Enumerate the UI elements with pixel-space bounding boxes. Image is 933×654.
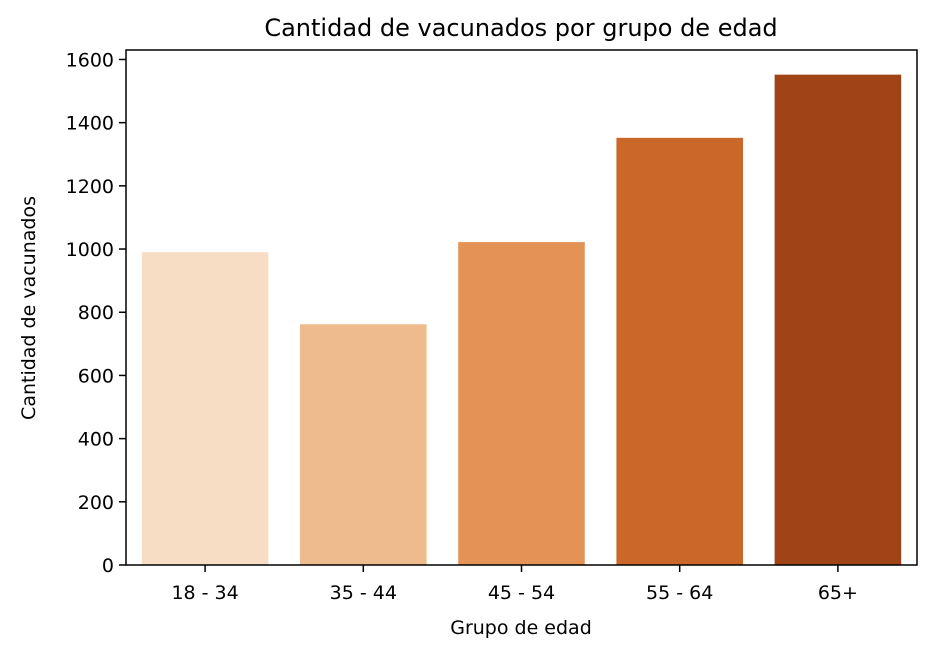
- y-axis: 0 200 400 600 800 1000 1200 1400 1600: [66, 49, 126, 577]
- bar-3: [616, 137, 743, 565]
- x-tick-label: 55 - 64: [646, 582, 713, 604]
- x-tick-label: 45 - 54: [488, 582, 555, 604]
- y-tick-label: 1200: [66, 176, 114, 198]
- y-axis-label: Cantidad de vacunados: [18, 196, 40, 420]
- y-tick-label: 1600: [66, 49, 114, 71]
- x-tick-label: 35 - 44: [330, 582, 397, 604]
- bar-2: [458, 242, 585, 565]
- x-axis: 18 - 34 35 - 44 45 - 54 55 - 64 65+: [171, 565, 858, 604]
- y-tick-label: 600: [78, 365, 114, 387]
- x-tick-label: 65+: [818, 582, 858, 604]
- bars-group: [141, 74, 902, 565]
- bar-4: [774, 74, 902, 565]
- x-tick-label: 18 - 34: [171, 582, 238, 604]
- bar-1: [300, 324, 427, 565]
- x-axis-label: Grupo de edad: [450, 617, 592, 639]
- y-tick-label: 1000: [66, 239, 114, 261]
- y-tick-label: 200: [78, 492, 114, 514]
- chart-title: Cantidad de vacunados por grupo de edad: [264, 14, 777, 42]
- y-tick-label: 0: [102, 555, 114, 577]
- y-tick-label: 400: [78, 429, 114, 451]
- y-tick-label: 1400: [66, 113, 114, 135]
- bar-0: [141, 252, 269, 565]
- y-tick-label: 800: [78, 302, 114, 324]
